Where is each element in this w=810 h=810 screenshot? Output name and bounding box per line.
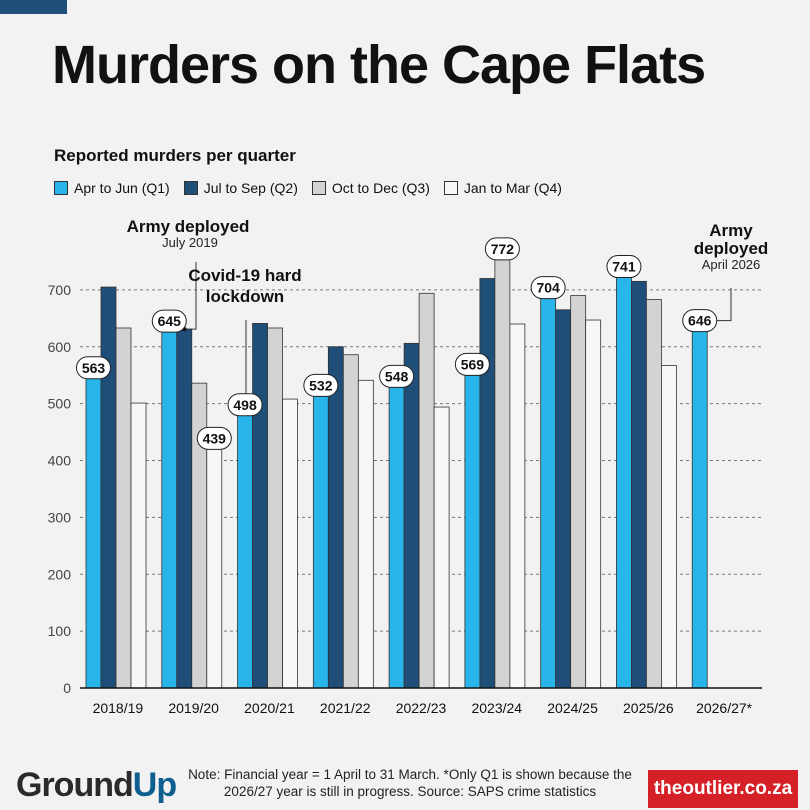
bar	[85, 367, 102, 689]
bar	[585, 319, 602, 689]
annotation-detail: July 2019	[162, 235, 218, 250]
legend-swatch	[54, 181, 68, 195]
brand-badge: theoutlier.co.za	[648, 770, 798, 808]
y-tick-label: 500	[48, 396, 72, 412]
x-tick-label: 2019/20	[168, 700, 219, 716]
bar	[570, 295, 587, 689]
x-tick-label: 2025/26	[623, 700, 674, 716]
legend-label: Jul to Sep (Q2)	[203, 180, 298, 196]
data-label: 646	[688, 313, 712, 329]
annotation-title: Covid-19 hard	[188, 266, 301, 285]
legend-label: Apr to Jun (Q1)	[74, 180, 170, 196]
data-label: 704	[536, 280, 560, 296]
x-tick-label: 2026/27*	[696, 700, 753, 716]
bar	[161, 320, 178, 689]
x-tick-label: 2023/24	[471, 700, 522, 716]
bar	[176, 328, 193, 689]
annotation-leader	[184, 262, 197, 330]
bar	[282, 398, 298, 689]
bar	[418, 292, 435, 689]
x-tick-label: 2021/22	[320, 700, 371, 716]
data-label-pill	[151, 309, 187, 333]
bar	[130, 402, 147, 689]
annotation-title: lockdown	[206, 287, 284, 306]
x-tick-label: 2018/19	[93, 700, 144, 716]
legend-item: Jul to Sep (Q2)	[183, 180, 298, 196]
y-tick-label: 200	[48, 566, 72, 582]
data-label-pill	[606, 255, 642, 279]
data-label: 498	[233, 397, 257, 413]
x-tick-label: 2022/23	[396, 700, 447, 716]
data-label-pill	[196, 426, 232, 450]
bar	[115, 327, 132, 689]
annotation-title: Army deployed	[127, 217, 250, 236]
y-tick-label: 100	[48, 623, 72, 639]
bar	[616, 266, 632, 689]
x-tick-label: 2024/25	[547, 700, 598, 716]
data-label-pill	[303, 373, 339, 397]
bar	[555, 309, 572, 689]
footer-note: Note: Financial year = 1 April to 31 Mar…	[188, 767, 632, 799]
legend-swatch	[311, 181, 326, 195]
bar	[661, 365, 677, 689]
bar	[267, 327, 283, 689]
bar	[464, 363, 481, 689]
bar	[237, 404, 253, 689]
bar	[494, 248, 511, 689]
bar	[691, 320, 708, 689]
bar	[312, 385, 329, 689]
bar	[479, 278, 496, 689]
y-tick-label: 700	[48, 282, 72, 298]
bar	[509, 323, 526, 689]
data-label: 439	[203, 430, 227, 446]
data-label: 772	[491, 241, 515, 257]
bar	[357, 379, 374, 689]
legend-item: Jan to Mar (Q4)	[443, 180, 562, 196]
data-label-pill	[379, 364, 415, 388]
data-label: 645	[158, 313, 182, 329]
annotation-detail: April 2026	[702, 257, 761, 272]
y-tick-label: 600	[48, 339, 72, 355]
annotation-title: deployed	[694, 239, 769, 258]
bar-chart: 0 100 200 300 400 500 600 700 2018/19 2019/20 2020…	[48, 217, 769, 716]
chart-subtitle: Reported murders per quarter	[54, 146, 296, 165]
legend-swatch	[443, 181, 458, 195]
bar	[631, 280, 647, 689]
corner-accent	[0, 0, 67, 14]
legend-item: Apr to Jun (Q1)	[54, 180, 170, 196]
data-label: 741	[612, 259, 636, 275]
bar	[403, 342, 420, 689]
chart-legend: Apr to Jun (Q1) Jul to Sep (Q2) Oct to Dec…	[54, 180, 562, 196]
x-tick-label: 2020/21	[244, 700, 295, 716]
data-label-pill	[682, 309, 718, 333]
bar	[342, 354, 359, 689]
data-label-pill	[530, 276, 566, 300]
bar	[252, 323, 268, 689]
bar	[100, 286, 117, 689]
legend-item: Oct to Dec (Q3)	[311, 180, 430, 196]
bar	[206, 437, 223, 689]
bar	[327, 346, 344, 689]
data-label-pill	[76, 356, 111, 380]
y-tick-label: 0	[63, 680, 71, 696]
page-title: Murders on the Cape Flats	[52, 35, 706, 95]
bar	[433, 406, 450, 689]
y-tick-label: 300	[48, 509, 72, 525]
annotation-title: Army	[709, 221, 753, 240]
data-label-pill	[454, 352, 490, 376]
legend-label: Oct to Dec (Q3)	[331, 180, 430, 196]
groundup-logo: GroundUp	[16, 766, 177, 804]
bar	[646, 299, 662, 689]
data-label-pill	[227, 393, 263, 417]
data-label: 548	[385, 368, 409, 384]
data-label-pill	[484, 237, 520, 261]
legend-swatch	[183, 181, 198, 195]
data-label: 569	[461, 356, 485, 372]
data-label: 532	[309, 377, 333, 393]
bar	[540, 287, 557, 689]
data-label: 563	[82, 360, 106, 376]
y-tick-label: 400	[48, 453, 72, 469]
legend-label: Jan to Mar (Q4)	[463, 180, 562, 196]
bar	[388, 375, 405, 689]
